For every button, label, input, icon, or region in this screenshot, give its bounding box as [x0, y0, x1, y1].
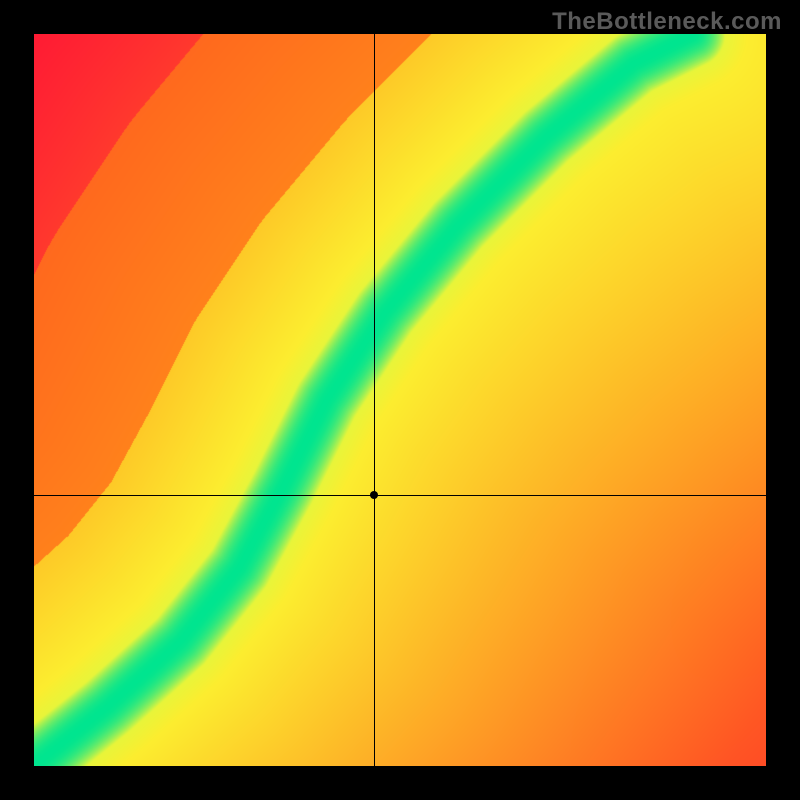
heatmap-canvas: [34, 34, 766, 766]
crosshair-vertical: [374, 34, 375, 766]
plot-area: [34, 34, 766, 766]
crosshair-marker: [370, 491, 378, 499]
watermark-text: TheBottleneck.com: [552, 8, 782, 36]
crosshair-horizontal: [34, 495, 766, 496]
